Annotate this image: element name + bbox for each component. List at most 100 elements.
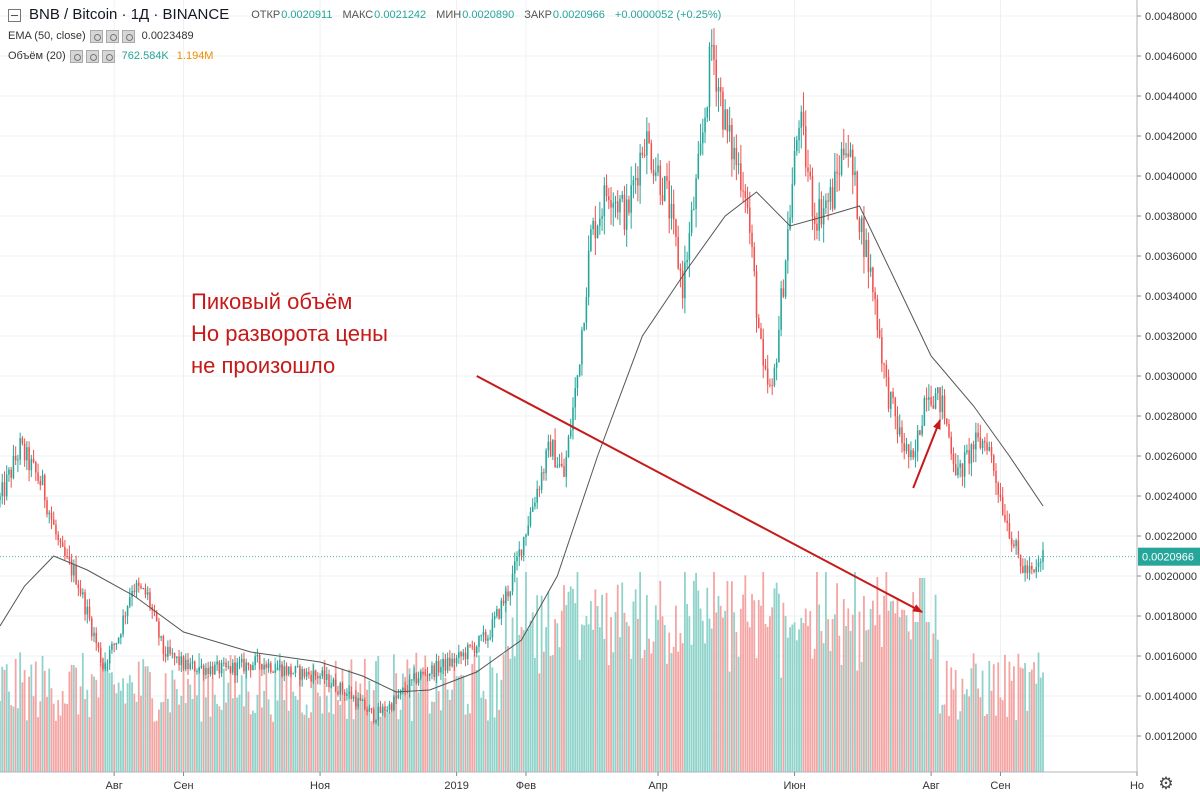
- volume-bar: [337, 700, 339, 772]
- candle: [764, 358, 767, 371]
- collapse-legend-icon[interactable]: [8, 8, 21, 22]
- symbol-title[interactable]: BNB / Bitcoin · 1Д · BINANCE: [29, 6, 230, 23]
- volume-bar: [124, 703, 127, 772]
- volume-bar: [968, 696, 971, 772]
- candle-body: [243, 658, 245, 672]
- candle: [923, 395, 926, 427]
- volume-remove-icon[interactable]: [101, 49, 115, 63]
- volume-bar: [939, 713, 941, 772]
- candle-body: [930, 397, 932, 406]
- candle: [413, 667, 415, 682]
- candle: [390, 702, 393, 713]
- volume-bar: [594, 589, 597, 772]
- candle: [229, 666, 232, 674]
- candle: [919, 429, 921, 436]
- candle: [1026, 560, 1029, 579]
- ema-indicator-name[interactable]: EMA (50, close): [8, 30, 86, 42]
- candle: [997, 481, 1000, 503]
- candle-body: [310, 674, 312, 682]
- price-tick-label: 0.0042000: [1145, 131, 1197, 143]
- candle-body: [223, 662, 225, 664]
- candle: [843, 128, 845, 161]
- candle-body: [979, 437, 982, 449]
- candle: [350, 686, 353, 700]
- volume-bar: [34, 661, 37, 772]
- candle-body: [146, 592, 149, 595]
- candle: [536, 480, 538, 510]
- candle: [95, 627, 98, 651]
- candle-body: [308, 671, 310, 675]
- candle: [894, 396, 897, 430]
- candle: [867, 232, 870, 289]
- volume-bar: [294, 696, 297, 772]
- volume-bar: [260, 707, 263, 772]
- candle: [359, 693, 362, 701]
- volume-bar: [406, 659, 409, 772]
- volume-ma-value: 1.194M: [176, 50, 214, 62]
- volume-indicator-name[interactable]: Объём (20): [8, 50, 66, 62]
- volume-visibility-icon[interactable]: [69, 49, 83, 63]
- volume-bar: [388, 712, 391, 772]
- candle-body: [202, 665, 205, 675]
- candle: [442, 658, 444, 675]
- candle: [189, 657, 192, 671]
- candle: [979, 424, 982, 450]
- candle-body: [90, 618, 93, 637]
- time-axis[interactable]: Авг Сен Ноя 2019 Фев Апр Июн Авг Сен Но: [0, 771, 1200, 800]
- volume-bar: [710, 628, 713, 772]
- candle: [198, 666, 200, 674]
- volume-bar: [695, 572, 697, 772]
- candle: [236, 658, 239, 683]
- candle-body: [796, 140, 798, 151]
- volume-bar: [314, 669, 317, 772]
- volume-bar: [460, 674, 462, 772]
- candle: [590, 224, 592, 253]
- candle: [755, 264, 758, 333]
- price-axis[interactable]: 0.0012000 0.0014000 0.0016000 0.0018000 0.00…: [1136, 0, 1200, 772]
- candle-body: [55, 524, 57, 535]
- ema-visibility-icon[interactable]: [89, 29, 103, 43]
- volume-bar: [652, 641, 655, 772]
- candle-body: [97, 643, 100, 648]
- volume-bar: [829, 650, 832, 772]
- candle-body: [155, 612, 158, 622]
- volume-bar: [245, 664, 248, 772]
- candle: [719, 77, 722, 107]
- candle-body: [390, 704, 393, 711]
- candle-body: [639, 152, 641, 186]
- candle-body: [493, 616, 496, 620]
- candle-body: [68, 555, 71, 560]
- candle-body: [32, 458, 35, 463]
- candle: [992, 454, 995, 477]
- candle: [890, 391, 892, 418]
- volume-settings-icon[interactable]: [85, 49, 99, 63]
- candle-body: [23, 443, 26, 461]
- volume-bar: [151, 698, 154, 772]
- volume-bar: [171, 670, 174, 772]
- volume-bar: [668, 632, 671, 772]
- ema-remove-icon[interactable]: [121, 29, 135, 43]
- candle-body: [511, 573, 514, 592]
- candle-body: [1001, 496, 1004, 515]
- candle: [554, 428, 556, 468]
- candle: [961, 463, 964, 487]
- candle: [945, 418, 948, 427]
- candle: [50, 506, 53, 530]
- ema-settings-icon[interactable]: [105, 29, 119, 43]
- candle: [296, 659, 299, 668]
- candle: [381, 703, 384, 716]
- volume-bar: [726, 581, 729, 772]
- volume-bar: [932, 633, 935, 772]
- volume-bar: [305, 704, 308, 772]
- candle: [79, 580, 82, 597]
- price-tick-label: 0.0048000: [1145, 11, 1197, 23]
- volume-bar: [431, 701, 433, 772]
- volume-bar: [451, 689, 454, 772]
- gear-icon[interactable]: ⚙: [1158, 774, 1174, 793]
- price-tick-label: 0.0012000: [1145, 731, 1197, 743]
- volume-bar: [247, 691, 250, 772]
- candle: [305, 668, 308, 681]
- volume-bar: [252, 710, 254, 772]
- volume-bar: [408, 668, 411, 772]
